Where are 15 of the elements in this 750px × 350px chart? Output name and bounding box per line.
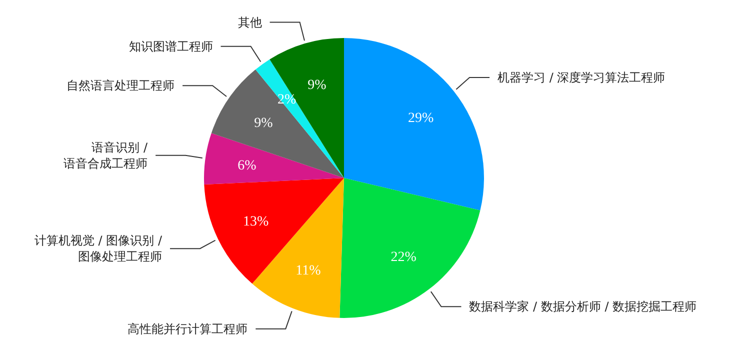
slice-label: 其他 <box>238 15 262 30</box>
slice-label: 高性能并行计算工程师 <box>128 322 248 336</box>
slice-label: 语音识别 / 语音合成工程师 <box>64 140 149 170</box>
slice-label: 机器学习 / 深度学习算法工程师 <box>498 70 666 85</box>
data-label: 9% <box>308 78 327 93</box>
slice-label: 知识图谱工程师 <box>128 39 213 54</box>
data-label: 6% <box>238 158 257 174</box>
slice-label: 数据科学家 / 数据分析师 / 数据挖掘工程师 <box>469 300 697 314</box>
data-label: 22% <box>390 250 417 265</box>
data-label: 13% <box>242 214 269 230</box>
data-label: 29% <box>408 111 434 126</box>
data-label: 11% <box>296 263 322 278</box>
data-label: 9% <box>254 116 274 132</box>
slice-label: 自然语言处理工程师 <box>66 78 175 93</box>
slice-label: 计算机视觉 / 图像识别 / 图像处理工程师 <box>34 234 163 264</box>
